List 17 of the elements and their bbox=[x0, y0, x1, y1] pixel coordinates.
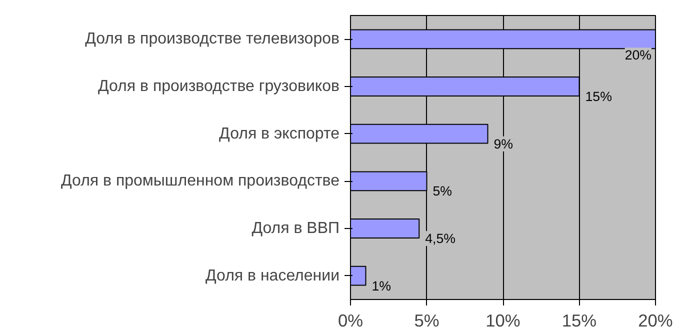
x-tick-label: 0% bbox=[338, 310, 364, 330]
x-tick-label: 15% bbox=[562, 310, 597, 330]
data-label: 9% bbox=[494, 136, 514, 152]
y-tick-label: Доля в экспорте bbox=[219, 125, 340, 142]
x-tick-label: 20% bbox=[638, 310, 673, 330]
y-tick-label: Доля в производстве грузовиков bbox=[98, 78, 340, 95]
y-tick-label: Доля в производстве телевизоров bbox=[85, 30, 340, 48]
x-tick-label: 5% bbox=[414, 310, 440, 330]
y-tick-label: Доля в промышленном производстве bbox=[61, 172, 340, 190]
y-tick-label: Доля в населении bbox=[206, 267, 340, 284]
x-tick-label: 10% bbox=[486, 310, 520, 330]
data-label: 4,5% bbox=[425, 231, 456, 246]
data-label: 1% bbox=[372, 278, 392, 294]
y-tick-label: Доля в ВВП bbox=[252, 220, 340, 237]
data-label: 5% bbox=[432, 184, 452, 199]
data-label: 15% bbox=[585, 89, 612, 104]
data-label: 20% bbox=[624, 48, 652, 63]
